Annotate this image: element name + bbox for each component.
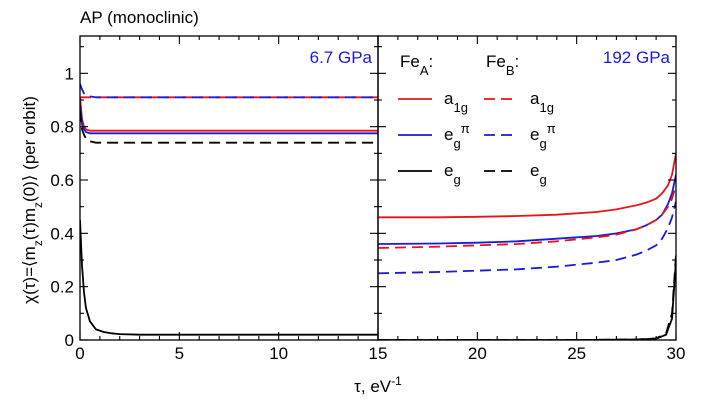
series-line-dashed-3 [378, 185, 676, 249]
legend-label: eg [444, 161, 461, 187]
legend-label: egπ [444, 121, 470, 151]
y-tick-label: 1 [65, 64, 74, 83]
y-tick-label: 0.4 [50, 224, 74, 243]
y-axis-label: χ(τ)=⟨mz(τ)mz(0)⟩ (per orbit) [20, 96, 45, 304]
series-line-solid-2 [378, 259, 676, 340]
series-line-solid-0 [80, 97, 378, 132]
plot-panels: 0 5 10 15 0 0.2 0.4 0.6 0.8 1 6.7 GPa 20 25 30 192 GPa [50, 35, 686, 363]
y-tick-label: 0.2 [50, 278, 74, 297]
series-line-dashed-5 [80, 110, 378, 144]
legend-header-fea: FeA: [400, 52, 433, 78]
series-line-dashed-4 [80, 83, 378, 99]
y-tick-label: 0 [65, 331, 74, 350]
x-tick-label: 10 [269, 344, 288, 363]
legend-label: eg [530, 161, 547, 187]
series-line-solid-1 [80, 102, 378, 135]
series-line-solid-2 [80, 219, 378, 336]
series-line-solid-1 [378, 174, 676, 245]
x-tick-label: 0 [75, 344, 84, 363]
series-line-dashed-4 [378, 201, 676, 275]
pressure-annotation: 6.7 GPa [310, 48, 373, 67]
series-line-solid-0 [378, 153, 676, 219]
y-tick-label: 0.8 [50, 118, 74, 137]
panel-1: 0 5 10 15 0 0.2 0.4 0.6 0.8 1 6.7 GPa [50, 35, 388, 363]
x-axis-label: τ, eV-1 [354, 374, 402, 396]
x-tick-label: 5 [175, 344, 184, 363]
x-tick-label: 30 [667, 344, 686, 363]
panel-frame [79, 35, 379, 341]
legend: FeA: FeB: a1g a1g egπ egπ eg eg [398, 52, 556, 187]
chart-title: AP (monoclinic) [80, 8, 199, 27]
x-tick-label: 20 [468, 344, 487, 363]
panel-2: 20 25 30 192 GPa [377, 35, 686, 363]
legend-header-feb: FeB: [486, 52, 519, 78]
legend-label: a1g [444, 89, 468, 115]
legend-label: egπ [530, 121, 556, 151]
series-group [80, 83, 378, 336]
x-tick-label: 25 [567, 344, 586, 363]
x-tick-label: 15 [369, 344, 388, 363]
legend-label: a1g [530, 89, 554, 115]
series-line-dashed-5 [378, 254, 676, 340]
pressure-annotation: 192 GPa [603, 48, 671, 67]
series-group [378, 153, 676, 340]
y-tick-label: 0.6 [50, 171, 74, 190]
panel-frame [377, 35, 677, 341]
